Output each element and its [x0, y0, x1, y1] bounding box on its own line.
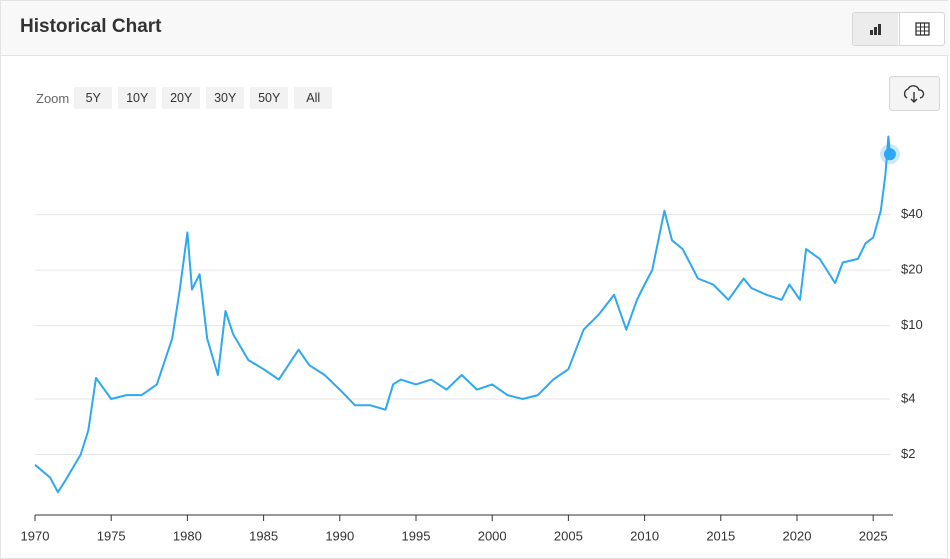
download-icon	[903, 85, 925, 103]
zoom-button[interactable]: All	[294, 87, 333, 109]
zoom-button[interactable]: 20Y	[162, 87, 201, 109]
x-tick-label: 1980	[173, 528, 202, 543]
x-tick-label: 2025	[859, 528, 888, 543]
y-tick-label: $10	[901, 317, 923, 332]
price-line	[34, 135, 891, 494]
table-view-button[interactable]	[899, 13, 944, 45]
x-tick-label: 1975	[97, 528, 126, 543]
y-tick-label: $2	[901, 446, 915, 461]
y-tick-label: $20	[901, 262, 923, 277]
bar-icon	[870, 24, 881, 35]
download-button[interactable]	[889, 76, 940, 111]
y-tick-label: $4	[901, 390, 915, 405]
header-title: Historical Chart	[20, 16, 162, 37]
table-icon	[915, 22, 930, 36]
zoom-button[interactable]: 30Y	[206, 87, 245, 109]
view-toggle	[852, 12, 945, 46]
header: Historical Chart	[1, 1, 949, 56]
x-tick-label: 1990	[325, 528, 354, 543]
zoom-button[interactable]: 50Y	[250, 87, 289, 109]
zoom-button[interactable]: 5Y	[74, 87, 113, 109]
x-tick-label: 1970	[21, 528, 50, 543]
chart-view-button[interactable]	[853, 13, 898, 45]
zoom-label: Zoom	[36, 90, 70, 106]
x-tick-label: 1995	[402, 528, 431, 543]
x-tick-label: 2020	[783, 528, 812, 543]
x-tick-label: 2000	[478, 528, 507, 543]
last-point	[883, 148, 896, 161]
y-tick-label: $40	[901, 206, 923, 221]
x-tick-label: 2015	[706, 528, 735, 543]
x-tick-label: 2010	[630, 528, 659, 543]
zoom-bar: Zoom 5Y 10Y 20Y 30Y 50Y All	[36, 87, 338, 109]
zoom-button[interactable]: 10Y	[118, 87, 157, 109]
x-tick-label: 1985	[249, 528, 278, 543]
x-tick-label: 2005	[554, 528, 583, 543]
